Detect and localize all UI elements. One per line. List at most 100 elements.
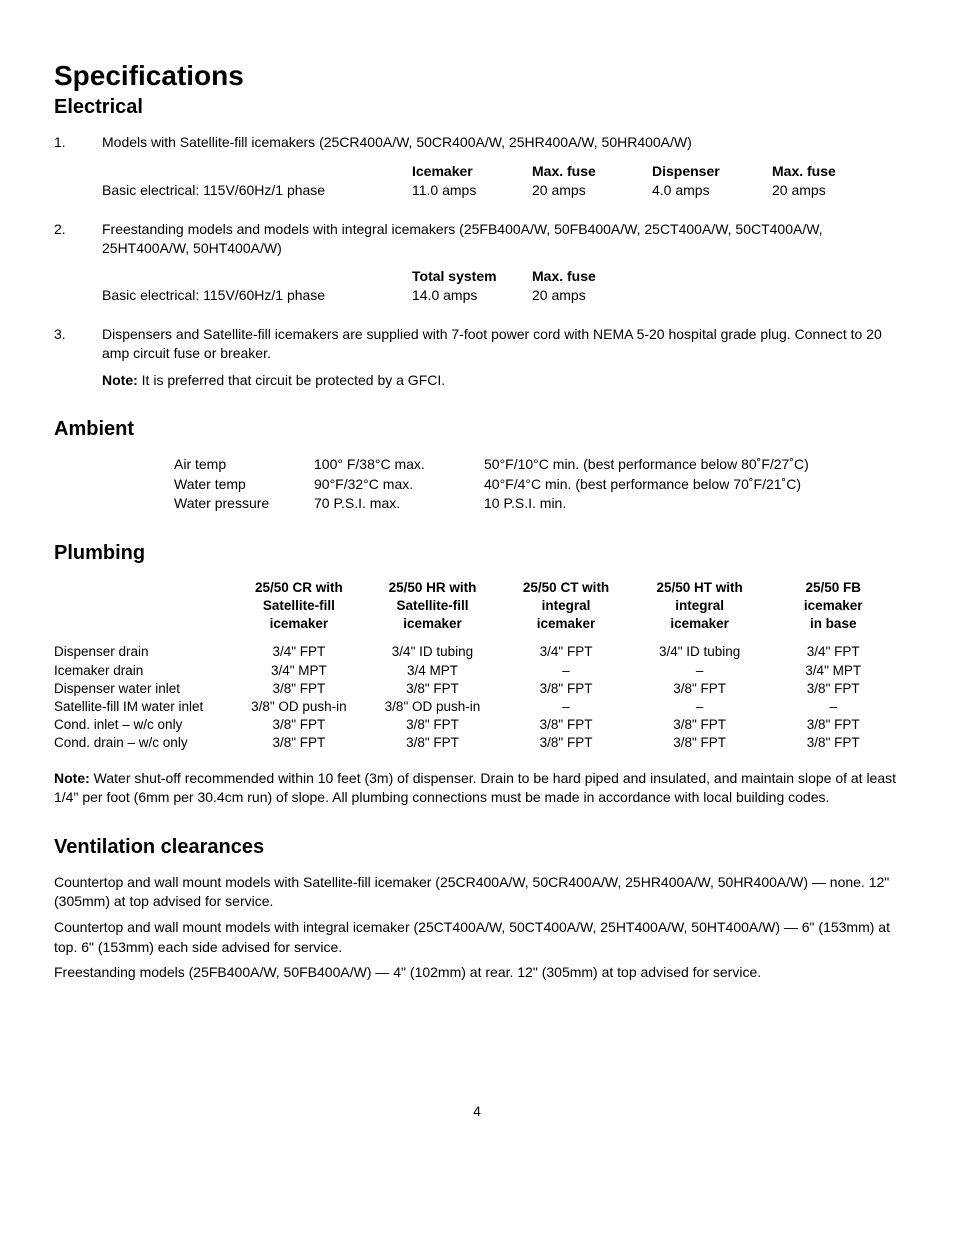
col-header: 25/50 CT with	[499, 579, 633, 597]
cell: 3/4 MPT	[366, 662, 500, 680]
note: Note: It is preferred that circuit be pr…	[102, 371, 900, 390]
cell: 3/8" FPT	[366, 680, 500, 698]
cell: 14.0 amps	[412, 286, 532, 305]
cell: 100° F/38°C max.	[314, 455, 484, 475]
col-header: icemaker	[766, 597, 900, 615]
section-heading-electrical: Electrical	[54, 96, 900, 119]
cell: 10 P.S.I. min.	[484, 494, 900, 514]
cell: Water temp	[174, 475, 314, 495]
cell: –	[499, 698, 633, 716]
note-text: Water shut-off recommended within 10 fee…	[54, 770, 896, 806]
col-header: 25/50 FB	[766, 579, 900, 597]
section-heading-ambient: Ambient	[54, 418, 900, 441]
col-header: integral	[633, 597, 767, 615]
item-text: Dispensers and Satellite-fill icemakers …	[102, 325, 900, 363]
col-header: Icemaker	[412, 162, 532, 181]
page-title: Specifications	[54, 60, 900, 92]
cell: 3/8" FPT	[766, 716, 900, 734]
page-number: 4	[54, 1103, 900, 1119]
row-label: Basic electrical: 115V/60Hz/1 phase	[102, 286, 412, 305]
ventilation-paragraph: Countertop and wall mount models with in…	[54, 918, 900, 957]
col-header: Max. fuse	[772, 162, 892, 181]
row-label: Basic electrical: 115V/60Hz/1 phase	[102, 181, 412, 200]
cell: 3/8" FPT	[499, 716, 633, 734]
cell: 4.0 amps	[652, 181, 772, 200]
col-header: Max. fuse	[532, 267, 652, 286]
section-heading-plumbing: Plumbing	[54, 542, 900, 565]
col-header: icemaker	[633, 615, 767, 633]
cell: 3/8" FPT	[232, 716, 366, 734]
list-number: 2.	[54, 220, 72, 316]
item-text: Models with Satellite-fill icemakers (25…	[102, 133, 900, 152]
cell: 20 amps	[772, 181, 892, 200]
cell: 3/4" ID tubing	[366, 643, 500, 661]
table-row: Dispenser drain3/4" FPT3/4" ID tubing3/4…	[54, 643, 900, 661]
electrical-item-3: 3. Dispensers and Satellite-fill icemake…	[54, 325, 900, 390]
row-label: Dispenser water inlet	[54, 680, 232, 698]
cell: 3/8" FPT	[499, 680, 633, 698]
cell: 3/8" FPT	[232, 734, 366, 752]
cell: 3/4" MPT	[766, 662, 900, 680]
cell: 20 amps	[532, 286, 652, 305]
cell: 3/8" FPT	[766, 734, 900, 752]
col-header: icemaker	[499, 615, 633, 633]
cell: 3/8" FPT	[633, 716, 767, 734]
row-label: Cond. drain – w/c only	[54, 734, 232, 752]
row-label: Icemaker drain	[54, 662, 232, 680]
row-label: Satellite-fill IM water inlet	[54, 698, 232, 716]
cell: 3/8" FPT	[366, 716, 500, 734]
list-number: 3.	[54, 325, 72, 390]
cell: 3/8" FPT	[633, 734, 767, 752]
section-heading-ventilation: Ventilation clearances	[54, 836, 900, 859]
cell: 3/8" FPT	[766, 680, 900, 698]
electrical-table-1: Icemaker Max. fuse Dispenser Max. fuse B…	[102, 162, 900, 200]
list-number: 1.	[54, 133, 72, 210]
cell: 50°F/10°C min. (best performance below 8…	[484, 455, 900, 475]
document-page: Specifications Electrical 1. Models with…	[0, 0, 954, 1159]
col-header: Dispenser	[652, 162, 772, 181]
cell: 3/8" FPT	[232, 680, 366, 698]
cell: 90°F/32°C max.	[314, 475, 484, 495]
cell: 3/8" OD push-in	[232, 698, 366, 716]
cell: 40°F/4°C min. (best performance below 70…	[484, 475, 900, 495]
cell: 3/4" FPT	[499, 643, 633, 661]
ventilation-paragraph: Freestanding models (25FB400A/W, 50FB400…	[54, 963, 900, 983]
col-header: icemaker	[232, 615, 366, 633]
cell: 3/4" FPT	[232, 643, 366, 661]
electrical-item-2: 2. Freestanding models and models with i…	[54, 220, 900, 316]
col-header: 25/50 HR with	[366, 579, 500, 597]
note-label: Note:	[102, 372, 138, 388]
col-header: in base	[766, 615, 900, 633]
cell: 3/8" OD push-in	[366, 698, 500, 716]
cell: 11.0 amps	[412, 181, 532, 200]
table-row: Icemaker drain3/4" MPT3/4 MPT––3/4" MPT	[54, 662, 900, 680]
cell: 3/8" FPT	[499, 734, 633, 752]
plumbing-header: 25/50 CR with 25/50 HR with 25/50 CT wit…	[54, 579, 900, 634]
note-label: Note:	[54, 770, 90, 786]
cell: 3/4" FPT	[766, 643, 900, 661]
cell: 3/8" FPT	[366, 734, 500, 752]
col-header: Satellite-fill	[366, 597, 500, 615]
cell: –	[499, 662, 633, 680]
row-label: Dispenser drain	[54, 643, 232, 661]
cell: –	[633, 698, 767, 716]
electrical-table-2: Total system Max. fuse Basic electrical:…	[102, 267, 900, 305]
cell: –	[633, 662, 767, 680]
table-row: Water pressure 70 P.S.I. max. 10 P.S.I. …	[54, 494, 900, 514]
table-row: Air temp 100° F/38°C max. 50°F/10°C min.…	[54, 455, 900, 475]
plumbing-body: Dispenser drain3/4" FPT3/4" ID tubing3/4…	[54, 643, 900, 752]
cell: 3/4" ID tubing	[633, 643, 767, 661]
row-label: Cond. inlet – w/c only	[54, 716, 232, 734]
col-header: Satellite-fill	[232, 597, 366, 615]
table-row: Water temp 90°F/32°C max. 40°F/4°C min. …	[54, 475, 900, 495]
col-header: icemaker	[366, 615, 500, 633]
cell: 20 amps	[532, 181, 652, 200]
table-row: Cond. drain – w/c only3/8" FPT3/8" FPT3/…	[54, 734, 900, 752]
cell: 70 P.S.I. max.	[314, 494, 484, 514]
col-header: 25/50 HT with	[633, 579, 767, 597]
ambient-table: Air temp 100° F/38°C max. 50°F/10°C min.…	[54, 455, 900, 514]
col-header: 25/50 CR with	[232, 579, 366, 597]
table-row: Satellite-fill IM water inlet3/8" OD pus…	[54, 698, 900, 716]
cell: Air temp	[174, 455, 314, 475]
col-header: integral	[499, 597, 633, 615]
